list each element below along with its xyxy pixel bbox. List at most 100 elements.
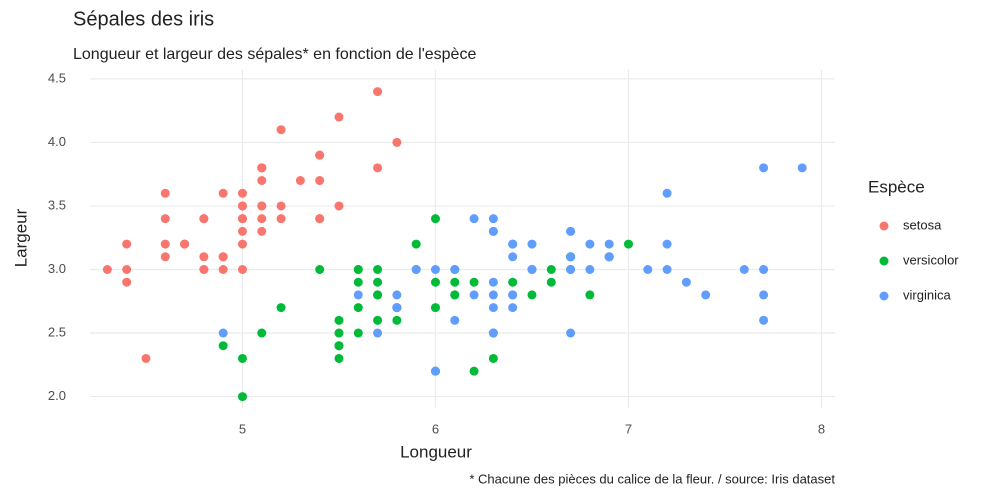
point (585, 264, 595, 274)
point (392, 315, 402, 325)
point (430, 303, 440, 313)
point (102, 264, 112, 274)
point (276, 303, 286, 313)
point (508, 239, 518, 249)
point (488, 303, 498, 313)
point (353, 328, 363, 338)
point (430, 277, 440, 287)
x-tick-label: 8 (818, 421, 825, 436)
point (488, 328, 498, 338)
point (488, 226, 498, 236)
point (488, 277, 498, 287)
point (566, 264, 576, 274)
point (469, 290, 479, 300)
point (218, 341, 228, 351)
point (759, 315, 769, 325)
point (218, 328, 228, 338)
point (334, 353, 344, 363)
point (141, 353, 151, 363)
point (199, 252, 209, 262)
legend-swatch (879, 221, 889, 231)
point (315, 264, 325, 274)
point (604, 239, 614, 249)
point (508, 290, 518, 300)
point (430, 214, 440, 224)
point (237, 239, 247, 249)
point (334, 341, 344, 351)
point (662, 188, 672, 198)
x-axis-label: Longueur (400, 442, 472, 461)
point (759, 264, 769, 274)
point (257, 176, 267, 186)
point (469, 366, 479, 376)
point (257, 163, 267, 173)
y-tick-label: 4.5 (48, 70, 66, 85)
point (373, 315, 383, 325)
point (315, 150, 325, 160)
y-tick-label: 2.5 (48, 324, 66, 339)
point (566, 226, 576, 236)
chart-title: Sépales des iris (73, 8, 214, 30)
point (122, 239, 132, 249)
point (430, 366, 440, 376)
point (546, 277, 556, 287)
legend-title: Espèce (868, 177, 925, 196)
point (334, 328, 344, 338)
point (237, 226, 247, 236)
point (276, 125, 286, 135)
point (373, 163, 383, 173)
point (759, 290, 769, 300)
point (160, 239, 170, 249)
point (276, 214, 286, 224)
point (218, 264, 228, 274)
legend-label: setosa (903, 217, 942, 232)
point (701, 290, 711, 300)
point (527, 290, 537, 300)
y-tick-label: 3.5 (48, 197, 66, 212)
point (643, 264, 653, 274)
point (237, 353, 247, 363)
point (585, 239, 595, 249)
point (527, 239, 537, 249)
point (160, 188, 170, 198)
point (508, 303, 518, 313)
point (566, 328, 576, 338)
x-tick-label: 5 (239, 421, 246, 436)
point (508, 252, 518, 262)
point (392, 290, 402, 300)
point (488, 214, 498, 224)
y-tick-label: 4.0 (48, 134, 66, 149)
point (295, 176, 305, 186)
point (237, 214, 247, 224)
legend-label: versicolor (903, 252, 959, 267)
point (411, 264, 421, 274)
point (508, 277, 518, 287)
point (237, 264, 247, 274)
point (353, 277, 363, 287)
point (488, 353, 498, 363)
point (392, 303, 402, 313)
point (334, 112, 344, 122)
point (334, 315, 344, 325)
point (527, 264, 537, 274)
point (237, 201, 247, 211)
point (199, 214, 209, 224)
legend-label: virginica (903, 287, 951, 302)
point (353, 303, 363, 313)
point (237, 188, 247, 198)
point (160, 214, 170, 224)
chart-subtitle: Longueur et largeur des sépales* en fonc… (73, 46, 476, 63)
point (662, 264, 672, 274)
point (373, 290, 383, 300)
y-tick-label: 2.0 (48, 388, 66, 403)
point (373, 328, 383, 338)
point (469, 277, 479, 287)
point (160, 252, 170, 262)
point (430, 264, 440, 274)
point (450, 290, 460, 300)
point (373, 87, 383, 97)
point (122, 264, 132, 274)
y-tick-label: 3.0 (48, 261, 66, 276)
point (759, 163, 769, 173)
